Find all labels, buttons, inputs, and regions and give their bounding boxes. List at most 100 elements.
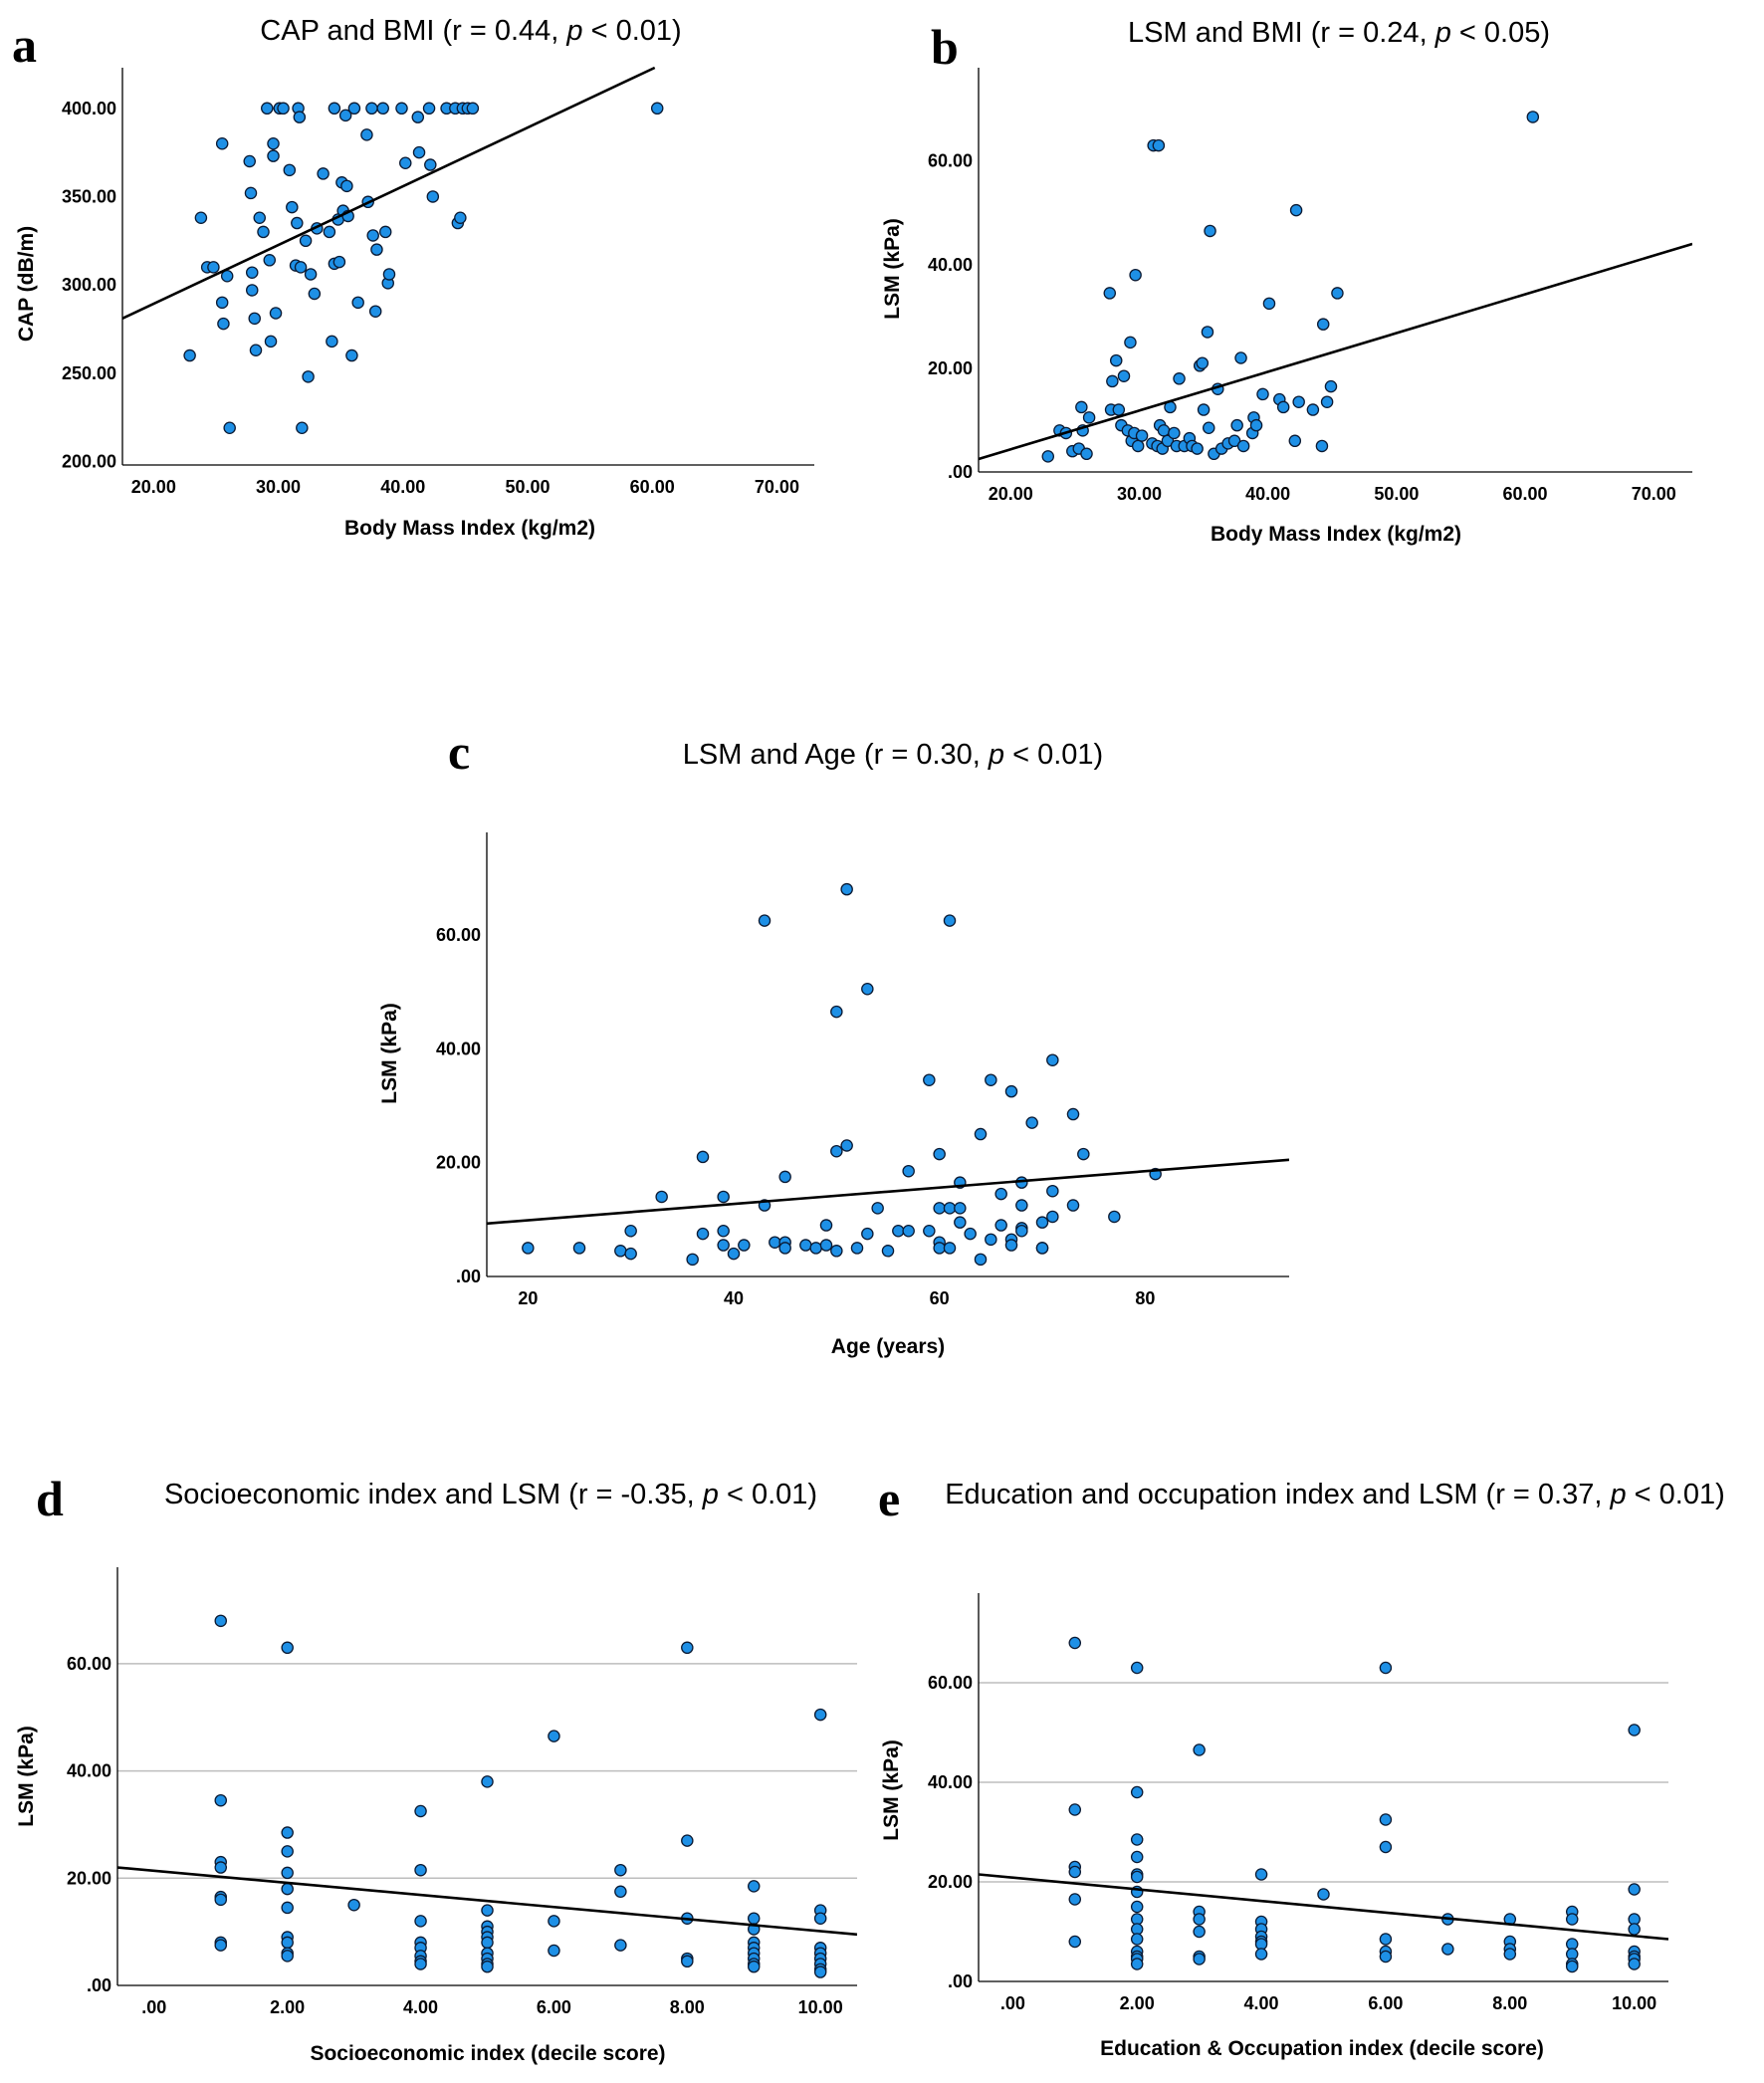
data-point-d-43 [681, 1641, 694, 1655]
data-point-b-38 [1191, 442, 1204, 455]
data-point-a-33 [299, 234, 313, 248]
data-point-c-32 [871, 1202, 884, 1215]
data-point-c-25 [830, 1144, 843, 1158]
x-tick-label-e-5: 10.00 [1612, 1993, 1656, 2013]
y-tick-label-e-0: .00 [948, 1971, 973, 1991]
data-point-a-53 [360, 128, 373, 141]
data-point-a-19 [264, 335, 278, 348]
data-point-d-27 [481, 1775, 494, 1788]
chart-title-e: Education and occupation index and LSM (… [945, 1479, 1725, 1510]
data-point-d-3 [214, 1861, 228, 1874]
data-point-c-58 [1004, 1239, 1018, 1252]
data-point-a-35 [304, 268, 318, 281]
data-point-a-56 [366, 229, 379, 242]
data-point-c-54 [994, 1187, 1007, 1201]
data-point-b-51 [1234, 351, 1247, 364]
data-point-c-39 [933, 1147, 946, 1161]
data-point-a-5 [215, 296, 229, 310]
data-point-a-60 [378, 225, 392, 239]
x-tick-label-d-2: 4.00 [403, 1997, 438, 2017]
fit-line-d [117, 1866, 857, 1937]
chart-title-b: LSM and BMI (r = 0.24, p < 0.05) [1128, 17, 1550, 49]
data-point-b-63 [1306, 403, 1320, 416]
data-point-e-27 [1254, 1868, 1268, 1881]
plot-area-a: 200.00 250.00 300.00 350.00 400.00 20.00 30.00… [62, 66, 814, 497]
data-point-a-51 [347, 102, 361, 116]
data-point-a-65 [411, 111, 425, 123]
data-point-c-14 [758, 914, 772, 927]
x-tick-label-a-0: 20.00 [131, 477, 176, 497]
data-point-c-35 [902, 1225, 915, 1238]
data-point-d-37 [548, 1730, 560, 1742]
data-point-c-44 [943, 1202, 957, 1215]
data-point-a-25 [283, 163, 297, 177]
data-point-d-1 [214, 1793, 228, 1807]
data-point-c-12 [727, 1247, 741, 1261]
fit-line-e [979, 1873, 1668, 1941]
data-point-e-38 [1379, 1933, 1393, 1946]
data-point-c-1 [572, 1242, 586, 1255]
data-point-e-46 [1503, 1948, 1517, 1961]
y-tick-label-e-2: 40.00 [928, 1772, 973, 1792]
y-tick-label-d-3: 60.00 [67, 1654, 111, 1674]
data-point-a-30 [293, 111, 307, 123]
data-point-d-57 [813, 1708, 827, 1722]
data-point-e-35 [1379, 1661, 1393, 1675]
data-point-d-0 [214, 1614, 228, 1628]
x-tick-label-b-1: 30.00 [1117, 484, 1162, 504]
x-tick-label-b-5: 70.00 [1632, 484, 1676, 504]
data-point-b-59 [1276, 400, 1290, 414]
data-point-c-8 [696, 1227, 710, 1241]
data-point-c-37 [923, 1073, 936, 1086]
data-point-c-28 [840, 1139, 853, 1152]
y-tick-label-a-4: 400.00 [62, 99, 116, 118]
data-point-b-9 [1103, 287, 1117, 300]
data-point-c-53 [985, 1233, 997, 1247]
data-point-b-29 [1157, 424, 1171, 437]
data-point-d-20 [414, 1863, 427, 1877]
data-point-b-40 [1196, 356, 1210, 369]
x-tick-label-e-3: 6.00 [1368, 1993, 1403, 2013]
y-tick-label-d-0: .00 [87, 1975, 111, 1995]
y-tick-label-e-3: 60.00 [928, 1673, 973, 1693]
plot-area-e: .00 20.00 40.00 60.00 .00 2.00 4.00 6.00 8.00 10.… [928, 1593, 1668, 2013]
y-axis-label-c: LSM (kPa) [378, 1003, 401, 1104]
data-point-a-34 [302, 370, 315, 383]
data-point-d-49 [747, 1912, 761, 1925]
data-point-a-63 [395, 102, 408, 116]
data-point-b-20 [1129, 268, 1142, 282]
data-point-c-73 [1108, 1210, 1121, 1224]
data-point-a-12 [245, 266, 259, 279]
x-axis-label-a: Body Mass Index (kg/m2) [344, 517, 595, 540]
data-point-d-17 [281, 1950, 294, 1963]
data-point-c-70 [1066, 1107, 1080, 1121]
y-tick-label-d-1: 20.00 [67, 1868, 111, 1888]
data-point-a-68 [424, 158, 437, 171]
data-point-e-48 [1565, 1913, 1579, 1926]
data-point-b-43 [1202, 421, 1215, 435]
data-point-a-50 [345, 348, 358, 362]
panel-label-a: a [12, 17, 37, 73]
data-point-c-71 [1066, 1199, 1080, 1212]
data-point-e-3 [1068, 1865, 1082, 1879]
data-point-b-57 [1262, 297, 1276, 311]
data-point-e-21 [1193, 1743, 1206, 1756]
data-point-b-11 [1106, 374, 1119, 388]
data-point-d-32 [481, 1936, 494, 1950]
x-tick-label-c-0: 20 [518, 1288, 538, 1308]
data-point-c-3 [624, 1247, 637, 1261]
data-point-a-69 [426, 190, 440, 203]
data-point-d-42 [614, 1939, 627, 1952]
data-point-a-6 [217, 317, 230, 331]
y-tick-label-e-1: 20.00 [928, 1872, 973, 1892]
data-point-c-60 [1015, 1199, 1028, 1212]
data-point-e-60 [1628, 1958, 1641, 1970]
data-point-c-34 [892, 1225, 905, 1238]
x-axis-label-c: Age (years) [831, 1335, 945, 1358]
x-tick-label-a-4: 60.00 [630, 477, 675, 497]
data-point-c-5 [655, 1190, 668, 1204]
data-point-a-9 [243, 154, 256, 168]
data-point-b-34 [1173, 372, 1186, 385]
data-point-b-66 [1320, 395, 1334, 408]
x-tick-label-b-0: 20.00 [989, 484, 1033, 504]
